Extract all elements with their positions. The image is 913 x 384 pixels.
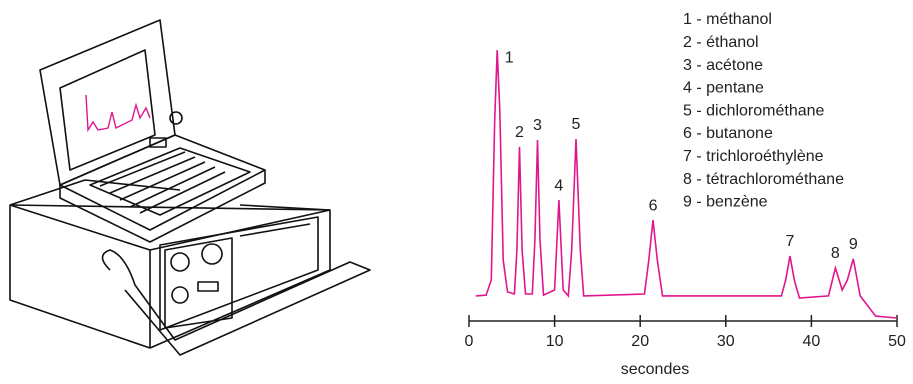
peak-label: 5 xyxy=(572,116,581,133)
compound-label: 9 - benzène xyxy=(683,194,768,211)
compound-label: 2 - éthanol xyxy=(683,34,759,51)
x-tick-label: 50 xyxy=(888,333,906,350)
x-tick-label: 30 xyxy=(717,333,735,350)
peak-label: 3 xyxy=(533,117,542,134)
compound-label: 4 - pentane xyxy=(683,80,764,97)
device-illustration xyxy=(9,19,371,356)
x-tick-label: 0 xyxy=(465,333,474,350)
peak-label: 2 xyxy=(515,124,524,141)
peak-label: 7 xyxy=(786,233,795,250)
compound-label: 3 - acétone xyxy=(683,57,763,74)
chromatogram-line xyxy=(475,50,898,319)
screen-trace xyxy=(85,94,151,133)
x-tick-label: 20 xyxy=(631,333,649,350)
compound-label: 7 - trichloroéthylène xyxy=(683,148,824,165)
peak-label: 1 xyxy=(505,49,514,66)
peak-label: 9 xyxy=(849,236,858,253)
compound-label: 5 - dichlorométhane xyxy=(683,102,825,119)
peak-label: 4 xyxy=(554,177,563,194)
peak-label: 8 xyxy=(831,245,840,262)
x-axis-label: secondes xyxy=(621,361,690,378)
peak-label: 6 xyxy=(649,197,658,214)
compound-label: 6 - butanone xyxy=(683,125,773,142)
x-tick-label: 10 xyxy=(546,333,564,350)
compound-label: 8 - tétrachlorométhane xyxy=(683,171,844,188)
x-tick-label: 40 xyxy=(803,333,821,350)
compound-label: 1 - méthanol xyxy=(683,11,772,28)
